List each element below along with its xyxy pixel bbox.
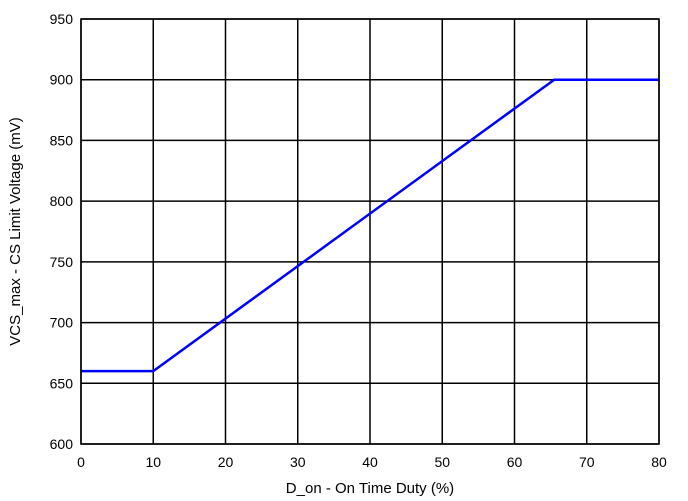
x-tick-label: 10 <box>145 454 161 470</box>
y-axis-ticks: 600 650 700 750 800 850 900 950 <box>50 11 74 452</box>
x-tick-label: 50 <box>434 454 450 470</box>
y-axis-label: VCS_max - CS Limit Voltage (mV) <box>7 117 24 345</box>
x-tick-label: 30 <box>290 454 306 470</box>
x-tick-label: 70 <box>579 454 595 470</box>
y-tick-label: 800 <box>50 193 74 209</box>
series-line <box>81 78 659 373</box>
y-tick-label: 650 <box>50 375 74 391</box>
y-tick-label: 700 <box>50 315 74 331</box>
x-tick-label: 40 <box>362 454 378 470</box>
x-tick-label: 0 <box>77 454 85 470</box>
x-axis-label: D_on - On Time Duty (%) <box>286 480 454 497</box>
y-tick-label: 750 <box>50 254 74 270</box>
plot-frame <box>80 18 660 445</box>
y-tick-label: 900 <box>50 72 74 88</box>
grid <box>80 18 660 445</box>
y-tick-label: 950 <box>50 11 74 27</box>
x-axis-ticks: 0 10 20 30 40 50 60 70 80 <box>77 454 667 470</box>
y-tick-label: 600 <box>50 436 74 452</box>
y-tick-label: 850 <box>50 132 74 148</box>
series-layer <box>81 78 659 373</box>
x-tick-label: 60 <box>507 454 523 470</box>
x-tick-label: 80 <box>651 454 667 470</box>
x-tick-label: 20 <box>218 454 234 470</box>
